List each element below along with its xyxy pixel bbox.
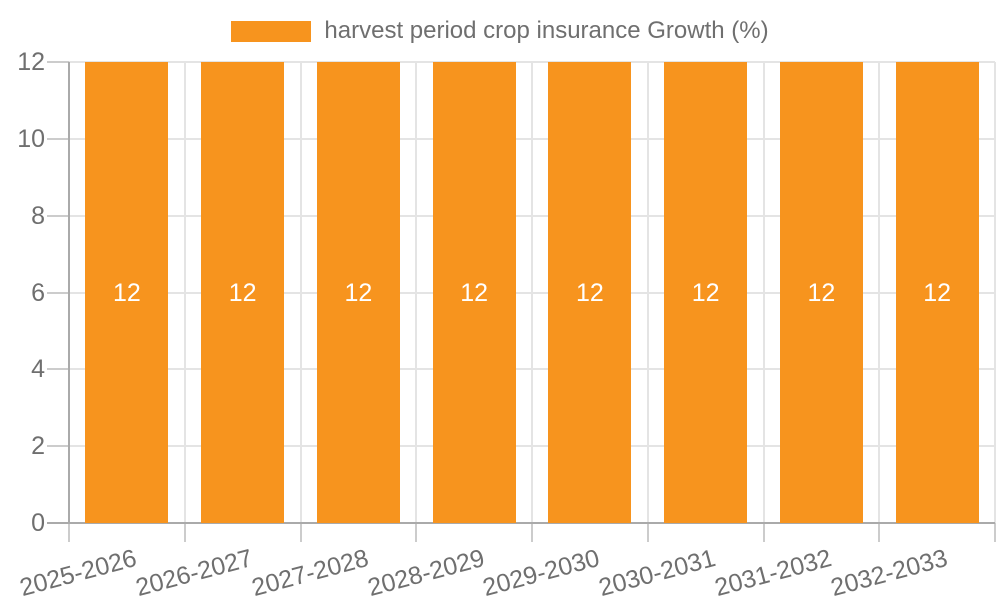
bar[interactable]: [548, 62, 632, 523]
bar-value-label: 12: [923, 278, 952, 307]
gridline-v: [299, 62, 302, 523]
x-axis-line: [47, 522, 995, 524]
x-axis-tick: [762, 523, 765, 542]
gridline-v: [415, 62, 418, 523]
bar-value-label: 12: [575, 278, 604, 307]
y-tick-label: 0: [31, 509, 45, 537]
y-tick-label: 10: [17, 124, 45, 153]
y-tick-label: 8: [31, 201, 45, 230]
bar[interactable]: [316, 62, 400, 523]
bar[interactable]: [664, 62, 748, 523]
gridline-v: [994, 62, 996, 523]
x-axis-tick: [68, 523, 70, 542]
bar[interactable]: [85, 62, 169, 523]
y-tick-label: 6: [31, 278, 45, 307]
bar-value-label: 12: [807, 278, 836, 307]
bar[interactable]: [779, 62, 863, 523]
y-tick-label: 2: [31, 432, 45, 461]
y-axis-tick: [47, 291, 69, 294]
gridline-v: [183, 62, 186, 523]
x-axis-tick: [646, 523, 649, 542]
x-tick-label: 2030-2031: [595, 544, 719, 600]
x-tick-label: 2028-2029: [364, 544, 488, 600]
bar-value-label: 12: [344, 278, 373, 307]
y-axis-tick: [47, 137, 69, 140]
legend-item[interactable]: harvest period crop insurance Growth (%): [0, 17, 1000, 45]
bar-value-label: 12: [460, 278, 489, 307]
x-tick-label: 2031-2032: [711, 544, 835, 600]
bar[interactable]: [432, 62, 516, 523]
y-axis-tick: [47, 214, 69, 217]
legend-label: harvest period crop insurance Growth (%): [324, 17, 769, 44]
bar[interactable]: [895, 62, 979, 523]
x-tick-label: 2029-2030: [480, 544, 603, 600]
x-axis-tick: [531, 523, 533, 542]
y-axis-tick: [47, 368, 69, 371]
gridline-v: [646, 62, 649, 523]
y-axis-line: [68, 62, 70, 523]
x-tick-label: 2025-2026: [17, 544, 140, 600]
y-tick-label: 4: [31, 355, 45, 384]
bar-value-label: 12: [228, 278, 257, 307]
y-axis-tick: [47, 61, 69, 63]
y-axis-tick: [47, 445, 69, 448]
x-tick-label: 2032-2033: [827, 544, 951, 600]
x-axis-tick: [299, 523, 302, 542]
x-axis-tick: [994, 523, 996, 542]
x-axis-tick: [415, 523, 418, 542]
x-tick-label: 2026-2027: [132, 544, 256, 600]
bar-value-label: 12: [112, 278, 141, 307]
y-tick-label: 12: [17, 48, 45, 76]
bar[interactable]: [201, 62, 285, 523]
gridline-v: [531, 62, 533, 523]
gridline-v: [762, 62, 765, 523]
gridline-v: [878, 62, 881, 523]
x-axis-tick: [878, 523, 881, 542]
bar-value-label: 12: [691, 278, 720, 307]
x-axis-tick: [183, 523, 186, 542]
legend-swatch: [231, 20, 312, 42]
x-tick-label: 2027-2028: [248, 544, 372, 600]
